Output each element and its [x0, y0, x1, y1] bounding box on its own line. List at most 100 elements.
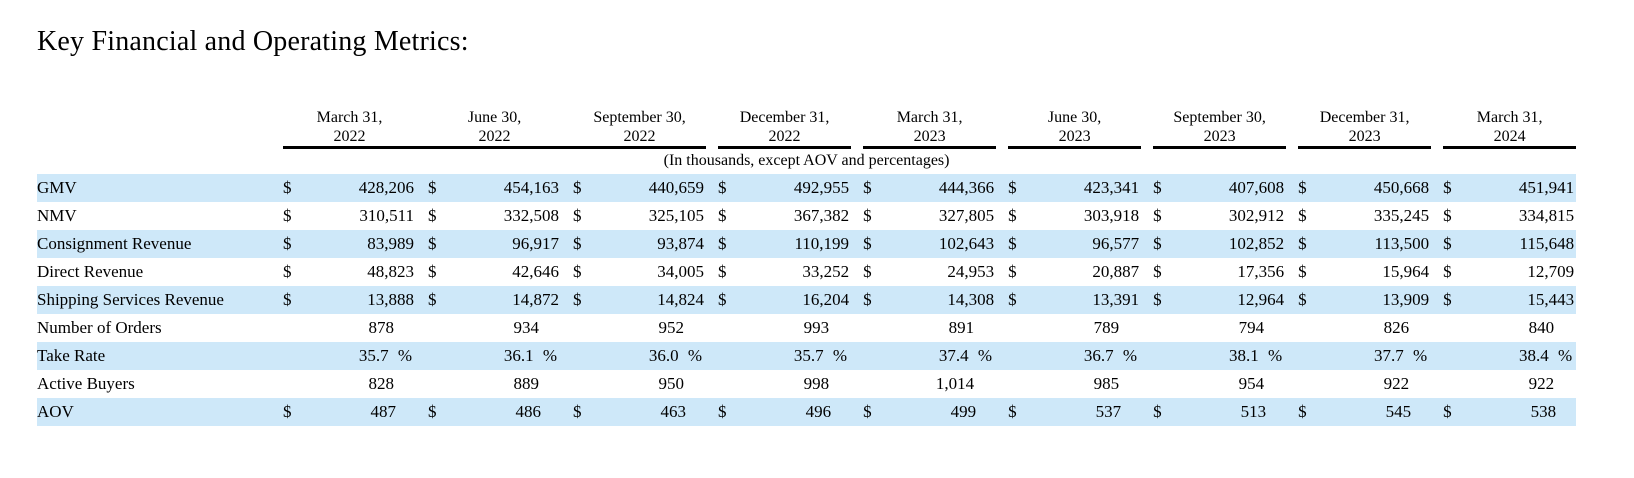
- currency-symbol: [863, 314, 901, 342]
- metric-value: 15,443: [1481, 286, 1577, 314]
- metric-value: 451,941: [1481, 174, 1577, 202]
- page-title: Key Financial and Operating Metrics:: [37, 26, 469, 57]
- column-header-date: December 31,: [1319, 108, 1410, 126]
- metric-value: 891: [948, 318, 975, 337]
- currency-symbol: $: [1443, 286, 1482, 314]
- currency-symbol: $: [1298, 286, 1337, 314]
- currency-symbol: $: [1008, 262, 1017, 281]
- metric-value: 38.4 %: [1481, 342, 1577, 370]
- column-gap: [1141, 230, 1154, 258]
- column-gap: [996, 230, 1009, 258]
- metric-value: 538: [1481, 398, 1577, 426]
- column-header-date: March 31,: [316, 108, 383, 126]
- table-row: Shipping Services Revenue $13,888 $14,872 $…: [37, 286, 1577, 314]
- column-header: March 31, 2022: [283, 83, 417, 149]
- table-row: GMV $428,206 $454,163 $440,659 $492,955 $444,…: [37, 174, 1577, 202]
- metric-value: 332,508: [503, 206, 560, 225]
- row-label: NMV: [37, 206, 77, 225]
- metric-value: 950: [658, 374, 685, 393]
- table-row: Number of Orders 878 934 952 993 891 789 794 826…: [37, 314, 1576, 342]
- currency-symbol: $: [863, 262, 872, 281]
- metric-value: 993: [803, 318, 830, 337]
- metric-value: 487: [321, 398, 417, 426]
- currency-symbol: $: [1008, 206, 1017, 225]
- metric-value: 17,356: [1237, 262, 1285, 281]
- currency-symbol: $: [573, 174, 612, 202]
- column-header: December 31, 2022: [718, 83, 852, 149]
- currency-symbol: [573, 314, 611, 342]
- column-header: September 30, 2022: [573, 83, 707, 149]
- column-header-date: March 31,: [896, 108, 963, 126]
- currency-symbol: [1153, 314, 1191, 342]
- column-gap: [851, 398, 864, 426]
- currency-symbol: $: [1443, 230, 1482, 258]
- column-gap: [1141, 314, 1153, 342]
- metric-value: 14,824: [611, 286, 707, 314]
- currency-symbol: [1008, 314, 1046, 342]
- column-gap: [996, 398, 1009, 426]
- column-header-date: December 31,: [739, 108, 830, 126]
- currency-symbol: $: [283, 230, 321, 258]
- metric-value: 444,366: [901, 174, 997, 202]
- column-gap: [1431, 174, 1444, 202]
- currency-symbol: $: [718, 262, 727, 281]
- column-header-year: 2022: [623, 127, 656, 145]
- metric-value: 335,245: [1373, 206, 1430, 225]
- metric-value: 454,163: [466, 174, 562, 202]
- currency-symbol: $: [1298, 262, 1307, 281]
- column-gap: [996, 174, 1009, 202]
- metric-value: 998: [803, 374, 830, 393]
- currency-symbol: [1008, 370, 1046, 398]
- column-gap: [416, 286, 429, 314]
- currency-symbol: [718, 370, 756, 398]
- currency-symbol: $: [1008, 398, 1047, 426]
- column-gap: [706, 314, 718, 342]
- metric-value: 35.7 %: [321, 342, 417, 370]
- row-label: AOV: [37, 398, 283, 426]
- currency-symbol: [283, 342, 321, 370]
- currency-symbol: $: [1153, 262, 1162, 281]
- column-gap: [1141, 202, 1153, 230]
- column-gap: [416, 370, 428, 398]
- currency-symbol: $: [1008, 286, 1047, 314]
- currency-symbol: $: [573, 262, 582, 281]
- currency-symbol: [718, 342, 757, 370]
- metric-value: 14,308: [901, 286, 997, 314]
- column-gap: [1431, 83, 1443, 147]
- table-head: March 31, 2022 June 30, 2022 September 30, 20…: [37, 83, 1577, 174]
- currency-symbol: [718, 314, 756, 342]
- document-page: Key Financial and Operating Metrics: Mar…: [37, 26, 1577, 426]
- metric-value: 38.1 %: [1191, 342, 1287, 370]
- metric-value: 115,648: [1481, 230, 1577, 258]
- row-label: GMV: [37, 174, 283, 202]
- column-gap: [1431, 230, 1444, 258]
- metric-value: 1,014: [935, 374, 975, 393]
- table-row: Take Rate 35.7 % 36.1 % 36.0 % 35.7 % 37.4 % 3…: [37, 342, 1577, 370]
- column-header-date: March 31,: [1476, 108, 1543, 126]
- column-header-date: September 30,: [1173, 108, 1266, 126]
- column-gap: [1286, 202, 1298, 230]
- currency-symbol: $: [428, 230, 467, 258]
- currency-symbol: $: [1298, 230, 1337, 258]
- currency-symbol: [1298, 314, 1336, 342]
- currency-symbol: [1298, 370, 1336, 398]
- column-gap: [706, 202, 718, 230]
- currency-symbol: [1443, 370, 1481, 398]
- currency-symbol: [428, 342, 467, 370]
- metric-value: 954: [1238, 374, 1265, 393]
- currency-symbol: $: [718, 398, 757, 426]
- currency-symbol: [1008, 342, 1047, 370]
- metric-value: 110,199: [756, 230, 852, 258]
- currency-symbol: [1443, 342, 1482, 370]
- currency-symbol: $: [573, 286, 612, 314]
- currency-symbol: [1153, 370, 1191, 398]
- column-gap: [561, 286, 574, 314]
- metric-value: 83,989: [321, 230, 417, 258]
- metric-value: 537: [1046, 398, 1142, 426]
- column-gap: [851, 314, 863, 342]
- metric-value: 545: [1336, 398, 1432, 426]
- table-note: (In thousands, except AOV and percentage…: [663, 152, 950, 170]
- column-gap: [996, 258, 1008, 286]
- column-gap: [416, 202, 428, 230]
- header-row: March 31, 2022 June 30, 2022 September 30, 20…: [37, 83, 1577, 149]
